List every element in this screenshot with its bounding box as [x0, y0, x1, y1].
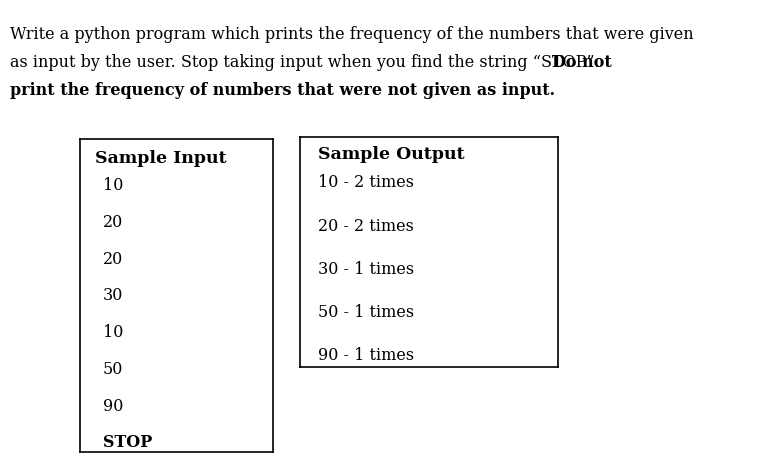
Text: 20: 20	[103, 214, 123, 231]
Text: 20 - 2 times: 20 - 2 times	[318, 218, 414, 235]
Text: 90: 90	[103, 398, 123, 414]
Text: 90 - 1 times: 90 - 1 times	[318, 347, 414, 365]
Text: 30: 30	[103, 287, 123, 304]
Text: 10: 10	[103, 178, 123, 195]
Text: Write a python program which prints the frequency of the numbers that were given: Write a python program which prints the …	[10, 26, 694, 43]
Text: 10: 10	[103, 324, 123, 341]
Text: 20: 20	[103, 251, 123, 268]
Text: print the frequency of numbers that were not given as input.: print the frequency of numbers that were…	[10, 82, 555, 99]
Text: 50 - 1 times: 50 - 1 times	[318, 304, 414, 321]
Text: 30 - 1 times: 30 - 1 times	[318, 261, 414, 278]
Text: 10 - 2 times: 10 - 2 times	[318, 174, 414, 191]
Text: Sample Input: Sample Input	[95, 150, 227, 167]
Text: 50: 50	[103, 361, 123, 378]
Text: STOP: STOP	[103, 434, 152, 451]
Text: Sample Output: Sample Output	[318, 146, 465, 163]
Text: as input by the user. Stop taking input when you find the string “STOP”.: as input by the user. Stop taking input …	[10, 54, 605, 71]
Text: Do not: Do not	[552, 54, 612, 71]
